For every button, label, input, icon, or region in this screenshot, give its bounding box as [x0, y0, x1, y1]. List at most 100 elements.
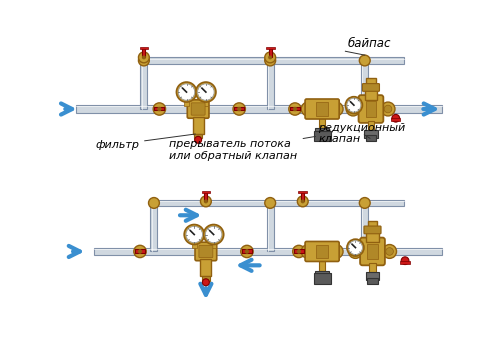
Circle shape: [265, 52, 276, 63]
Bar: [319, 118, 325, 128]
Bar: [266, 47, 274, 49]
Circle shape: [298, 196, 308, 207]
Bar: [368, 221, 377, 230]
Bar: [400, 261, 409, 264]
Bar: [367, 278, 378, 284]
FancyBboxPatch shape: [191, 103, 205, 115]
Bar: [76, 105, 442, 113]
FancyBboxPatch shape: [360, 238, 385, 265]
Bar: [315, 271, 329, 278]
Bar: [266, 203, 274, 252]
FancyBboxPatch shape: [188, 100, 209, 118]
Circle shape: [346, 102, 360, 116]
Bar: [366, 135, 376, 141]
Bar: [202, 276, 210, 281]
Circle shape: [265, 55, 276, 66]
Circle shape: [346, 97, 362, 114]
Circle shape: [204, 224, 224, 245]
Bar: [150, 200, 404, 206]
Circle shape: [196, 82, 216, 102]
Circle shape: [138, 52, 149, 63]
Circle shape: [194, 136, 202, 143]
Circle shape: [241, 245, 253, 258]
Circle shape: [384, 105, 392, 113]
FancyBboxPatch shape: [305, 99, 339, 119]
Circle shape: [347, 98, 361, 112]
Circle shape: [352, 248, 360, 255]
Circle shape: [142, 56, 146, 59]
Bar: [366, 78, 376, 87]
Circle shape: [134, 245, 146, 258]
Bar: [234, 107, 244, 110]
Circle shape: [138, 55, 149, 66]
Circle shape: [301, 102, 315, 116]
Bar: [365, 87, 377, 100]
Bar: [370, 263, 376, 272]
Circle shape: [301, 200, 304, 203]
Bar: [366, 230, 378, 242]
Bar: [192, 244, 196, 248]
Circle shape: [292, 245, 305, 258]
Bar: [319, 260, 325, 271]
Bar: [316, 245, 328, 258]
Bar: [140, 57, 404, 64]
Circle shape: [382, 245, 396, 258]
Bar: [150, 203, 158, 252]
Circle shape: [178, 84, 195, 100]
Circle shape: [289, 103, 301, 115]
Circle shape: [360, 55, 370, 66]
Text: редукционный
клапан: редукционный клапан: [318, 123, 406, 144]
Bar: [266, 61, 274, 109]
Bar: [362, 203, 368, 252]
Bar: [154, 107, 164, 110]
Circle shape: [153, 103, 166, 115]
Circle shape: [206, 226, 222, 243]
Circle shape: [204, 200, 208, 203]
Bar: [367, 244, 378, 259]
Bar: [314, 273, 330, 284]
Circle shape: [268, 56, 272, 59]
Bar: [140, 61, 147, 109]
FancyBboxPatch shape: [195, 242, 216, 261]
Circle shape: [233, 103, 245, 115]
Bar: [302, 192, 304, 201]
Bar: [268, 48, 272, 57]
Bar: [391, 118, 400, 121]
FancyBboxPatch shape: [305, 241, 339, 261]
Bar: [204, 101, 208, 106]
FancyBboxPatch shape: [358, 95, 384, 123]
Circle shape: [293, 107, 297, 111]
Bar: [204, 192, 208, 201]
Bar: [316, 102, 328, 116]
Circle shape: [148, 197, 160, 208]
Circle shape: [184, 224, 204, 245]
Text: фильтр: фильтр: [95, 134, 196, 150]
Circle shape: [158, 107, 161, 111]
Circle shape: [392, 114, 400, 122]
Circle shape: [265, 197, 276, 208]
Bar: [184, 101, 189, 106]
Bar: [140, 47, 148, 49]
Bar: [368, 121, 374, 130]
Bar: [315, 128, 329, 136]
Bar: [135, 249, 145, 253]
Circle shape: [401, 257, 409, 265]
Circle shape: [348, 245, 362, 258]
Bar: [194, 134, 202, 138]
FancyBboxPatch shape: [362, 83, 380, 91]
Text: байпас: байпас: [348, 37, 391, 50]
Bar: [298, 191, 307, 192]
Bar: [192, 117, 203, 134]
Bar: [142, 48, 146, 57]
Bar: [364, 130, 378, 138]
Circle shape: [347, 239, 364, 256]
Circle shape: [186, 226, 202, 243]
Bar: [212, 244, 216, 248]
Bar: [366, 272, 380, 280]
FancyBboxPatch shape: [199, 245, 213, 258]
Circle shape: [301, 245, 315, 258]
Bar: [366, 101, 376, 117]
Text: прерыватель потока
или обратный клапан: прерыватель потока или обратный клапан: [170, 136, 316, 161]
Bar: [362, 61, 368, 109]
Bar: [290, 107, 300, 110]
